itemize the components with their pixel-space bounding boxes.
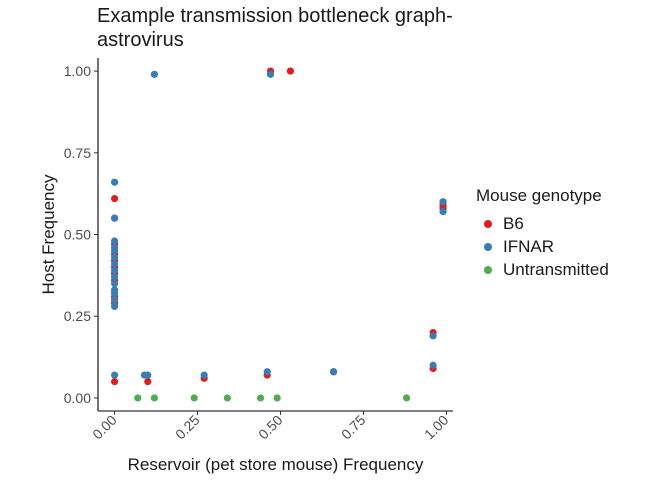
point-ifnar xyxy=(110,371,119,379)
chart-title-line-1: Example transmission bottleneck graph- xyxy=(97,5,453,27)
legend-label-b6: B6 xyxy=(503,213,524,233)
legend-item-b6: B6 xyxy=(476,212,609,235)
y-tick-label: 1.00 xyxy=(64,63,91,79)
point-ifnar xyxy=(110,178,119,186)
point-ifnar xyxy=(263,368,271,376)
x-tick-label: 1.00 xyxy=(421,412,452,443)
legend-swatch-ifnar xyxy=(484,242,492,251)
point-ifnar xyxy=(200,371,208,379)
chart-title: Example transmission bottleneck graph- a… xyxy=(97,4,517,52)
legend-item-ifnar: IFNAR xyxy=(476,235,609,258)
point-ifnar xyxy=(439,208,447,216)
point-ifnar xyxy=(110,214,119,222)
point-ifnar xyxy=(110,253,119,261)
y-tick-label: 0.25 xyxy=(64,308,91,324)
point-b6 xyxy=(110,377,119,386)
x-tick-label: 0.00 xyxy=(89,412,120,443)
x-tick-label: 0.50 xyxy=(255,412,286,443)
y-tick-label: 0.00 xyxy=(64,390,91,406)
point-ifnar xyxy=(439,198,447,206)
legend-swatch-b6 xyxy=(484,219,492,228)
y-tick-label: 0.50 xyxy=(64,227,91,243)
point-ifnar xyxy=(150,70,159,78)
point-untransmitted xyxy=(256,394,265,402)
legend-label-ifnar: IFNAR xyxy=(503,236,554,256)
legend-swatch-untransmitted xyxy=(484,265,492,274)
point-ifnar xyxy=(144,371,152,379)
x-axis-label: Reservoir (pet store mouse) Frequency xyxy=(128,455,424,474)
point-b6 xyxy=(110,194,119,203)
point-untransmitted xyxy=(402,394,411,402)
y-tick-label: 0.75 xyxy=(64,145,91,161)
point-ifnar xyxy=(110,273,119,281)
chart-title-line-2: astrovirus xyxy=(97,29,184,51)
point-untransmitted xyxy=(134,394,142,402)
point-ifnar xyxy=(110,302,119,311)
point-untransmitted xyxy=(150,394,159,402)
point-ifnar xyxy=(429,332,437,340)
point-b6 xyxy=(144,377,152,386)
point-ifnar xyxy=(429,361,437,369)
legend-label-untransmitted: Untransmitted xyxy=(503,259,609,279)
point-untransmitted xyxy=(273,394,281,402)
legend: Mouse genotype B6 IFNAR Untransmitted xyxy=(476,186,609,281)
y-axis-label: Host Frequency xyxy=(39,174,58,294)
x-tick-label: 0.25 xyxy=(172,412,203,443)
point-b6 xyxy=(286,67,295,75)
point-ifnar xyxy=(110,247,119,255)
legend-item-untransmitted: Untransmitted xyxy=(476,258,609,281)
x-tick-label: 0.75 xyxy=(338,412,369,443)
legend-title: Mouse genotype xyxy=(476,186,602,205)
point-ifnar xyxy=(110,237,119,245)
point-ifnar xyxy=(110,289,119,297)
point-ifnar xyxy=(110,296,119,304)
point-ifnar xyxy=(110,260,119,268)
point-ifnar xyxy=(110,279,119,288)
point-untransmitted xyxy=(190,394,198,402)
point-untransmitted xyxy=(223,394,231,402)
point-ifnar xyxy=(110,266,119,275)
point-ifnar xyxy=(266,70,275,78)
point-ifnar xyxy=(329,368,338,376)
